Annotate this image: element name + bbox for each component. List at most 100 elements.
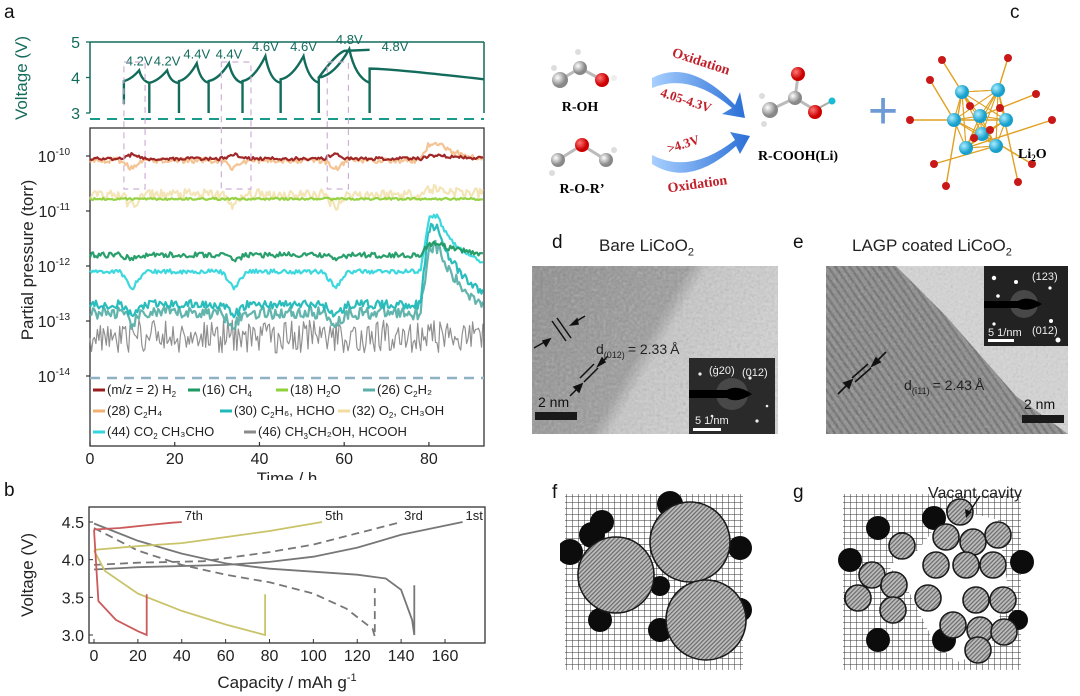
- cycle-label: 5th: [325, 508, 343, 523]
- pressure-axis-label: Partial pressure (torr): [18, 180, 37, 341]
- active-particle: [946, 498, 974, 526]
- active-particle: [880, 571, 908, 599]
- voltage-ytick-label: 5: [71, 35, 80, 52]
- pressure-ytick-label: 10-12: [38, 257, 71, 276]
- active-particle: [932, 523, 960, 551]
- curve-3rd-charge: [93, 521, 402, 566]
- curve-5th-discharge: [93, 550, 267, 637]
- curve-1st-discharge: [93, 522, 416, 636]
- active-particle: [888, 532, 916, 560]
- cutoff-voltage-label: 4.6V: [290, 39, 317, 54]
- oxidation-arrow-upper-icon: [652, 72, 745, 118]
- series--m-z-2-h2: [89, 152, 484, 162]
- tem-image-coated: d(ī11) = 2.43 Å 2 nm (123) (012) 5 1/nm: [826, 266, 1068, 434]
- d-spacing-bare: d(012) = 2.33 Å: [596, 341, 680, 360]
- panel-g-schematic: [838, 494, 1034, 670]
- active-particle: [922, 551, 950, 579]
- carbon-particle: [1010, 550, 1034, 574]
- active-particle: [939, 611, 967, 639]
- arrow2-bottom-label: Oxidation: [667, 173, 729, 196]
- active-particle: [844, 584, 872, 612]
- cutoff-voltage-label: 4.6V: [252, 39, 279, 54]
- legend-entry: (44) CO2 CH₃CHO: [107, 424, 214, 441]
- carbon-particle: [728, 536, 752, 560]
- time-xtick-label: 0: [86, 451, 95, 468]
- pressure-ytick-label: 10-13: [38, 312, 71, 331]
- voltage-ytick-label: 3: [71, 106, 80, 123]
- svg-text:(012): (012): [1032, 325, 1058, 337]
- carbon-particle: [866, 628, 890, 652]
- d-spacing-coated: d(ī11) = 2.43 Å: [904, 377, 985, 396]
- series--44-co2-ch3cho: [89, 213, 484, 291]
- voltage-ytick-label: 4: [71, 71, 80, 88]
- svg-text:5 1/nm: 5 1/nm: [988, 327, 1022, 339]
- panel-label-f: f: [552, 482, 558, 503]
- time-xtick-label: 60: [335, 451, 353, 468]
- pressure-ytick-label: 10-14: [38, 367, 71, 386]
- pressure-subplot: 10-10 10-11 10-12 10-13 10-14 0 20 40 60 80 (m/z…: [18, 127, 485, 480]
- panel-e-title: LAGP coated LiCoO2: [852, 236, 1012, 259]
- scale-bar-label: 2 nm: [538, 394, 569, 410]
- b-xtick-label: 40: [173, 648, 191, 665]
- saed-inset-bare: (ġ20) (012) 5 1/nm: [689, 358, 775, 434]
- particles-large: [560, 491, 752, 661]
- b-ytick-label: 4.0: [62, 553, 84, 570]
- saed-inset-coated: (123) (012) 5 1/nm: [984, 266, 1068, 346]
- oxidation-arrow-lower-icon: [652, 132, 750, 173]
- b-ytick-label: 3.5: [62, 590, 84, 607]
- cutoff-voltage-label: 4.2V: [154, 53, 181, 68]
- active-particle: [879, 596, 907, 624]
- active-particle: [984, 521, 1012, 549]
- carbon-particle: [866, 516, 890, 540]
- b-xtick-label: 160: [432, 648, 459, 665]
- time-xtick-label: 40: [251, 451, 269, 468]
- b-xtick-label: 20: [129, 648, 147, 665]
- legend-entry: (28) C2H₄: [107, 403, 162, 420]
- carbon-particle: [838, 548, 862, 572]
- legend-entry: (26) C2H₂: [377, 382, 432, 399]
- panel-label-b: b: [4, 480, 15, 501]
- voltage-trace: [122, 45, 485, 113]
- curve-5th-charge: [93, 521, 323, 551]
- active-particle: [914, 584, 942, 612]
- capacity-axis-label: Capacity / mAh g-1: [217, 672, 356, 692]
- li2o-cluster-icon: [906, 54, 1056, 190]
- active-particle: [962, 586, 990, 614]
- series--46-ch3ch2oh-hcooh: [89, 319, 484, 354]
- highlight-window: [123, 61, 146, 190]
- carbon-particle: [588, 608, 612, 632]
- curve-3rd-discharge: [93, 527, 376, 637]
- legend-entry: (30) C2H₆, HCHO: [234, 403, 335, 420]
- r-cooh-molecule-icon: [759, 67, 836, 127]
- scale-bar: [1022, 415, 1064, 423]
- legend-entry: (18) H2O: [290, 382, 341, 399]
- r-oh-molecule-icon: [551, 49, 617, 88]
- b-xtick-label: 80: [261, 648, 279, 665]
- reaction-scheme: R-OH R-O-R’ Oxidation 4.05-4.3V >4.3V Ox…: [549, 46, 1056, 197]
- scale-bar: [535, 412, 577, 420]
- particles-small: [838, 498, 1034, 664]
- scale-bar-label: 2 nm: [1024, 396, 1055, 412]
- cycle-label: 3rd: [404, 508, 423, 523]
- arrow2-top-label: >4.3V: [665, 131, 702, 156]
- cutoff-voltage-label: 4.2V: [126, 53, 153, 68]
- b-xtick-label: 100: [300, 648, 327, 665]
- curve-7th-charge: [93, 521, 182, 531]
- panel-d-title: Bare LiCoO2: [599, 236, 694, 259]
- active-particle: [959, 528, 987, 556]
- series--30-c2h6-hcho: [89, 222, 484, 319]
- panel-label-e: e: [793, 232, 804, 253]
- legend-entry: (32) O2, CH₃OH: [352, 403, 444, 420]
- curve-1st-charge: [93, 521, 463, 571]
- active-particle: [964, 636, 992, 664]
- series--18-h2o: [89, 196, 484, 202]
- reactant1-label: R-OH: [562, 100, 599, 115]
- legend-entry: (m/z = 2) H2: [107, 382, 177, 399]
- voltage-subplot: 543 4.2V 4.2V 4.4V 4.4V 4.6V 4.6V 4.8V 4.8V Vol…: [12, 32, 485, 123]
- time-axis-label: Time / h: [257, 469, 318, 480]
- svg-text:(012): (012): [742, 367, 768, 379]
- active-particle: [979, 551, 1007, 579]
- carbon-particle: [922, 506, 946, 530]
- b-xtick-label: 140: [388, 648, 415, 665]
- svg-text:(123): (123): [1032, 271, 1058, 283]
